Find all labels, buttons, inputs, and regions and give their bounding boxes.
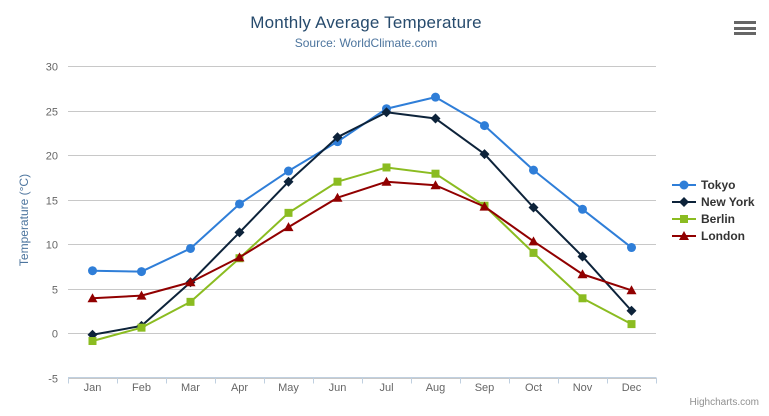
legend-marker-london[interactable] bbox=[679, 231, 689, 240]
legend-marker-new-york[interactable] bbox=[679, 197, 689, 207]
y-tick-label: -5 bbox=[48, 374, 58, 386]
series-london bbox=[87, 176, 637, 303]
series-line-tokyo[interactable] bbox=[91, 96, 633, 273]
y-tick-label: 15 bbox=[46, 196, 58, 208]
legend-item-berlin[interactable]: Berlin bbox=[672, 211, 755, 227]
series-new-york bbox=[87, 107, 637, 340]
x-tick-label: Nov bbox=[573, 382, 593, 394]
data-point-new-york[interactable] bbox=[577, 251, 588, 262]
diamond-legend-marker-icon bbox=[672, 197, 696, 207]
y-grid bbox=[68, 66, 656, 379]
data-point-london[interactable] bbox=[87, 293, 98, 303]
data-point-new-york[interactable] bbox=[381, 107, 392, 118]
x-tick-label: Dec bbox=[622, 382, 642, 394]
legend-marker-tokyo[interactable] bbox=[679, 180, 689, 190]
chart-subtitle: Source: WorldClimate.com bbox=[294, 36, 438, 50]
data-point-london[interactable] bbox=[234, 252, 245, 262]
hamburger-icon bbox=[734, 21, 756, 24]
x-tick-label: Apr bbox=[231, 382, 248, 394]
credits-link[interactable]: Highcharts.com bbox=[689, 397, 759, 408]
legend-label-tokyo: Tokyo bbox=[701, 178, 736, 192]
data-point-tokyo[interactable] bbox=[186, 243, 195, 253]
x-tick-label: Oct bbox=[525, 382, 542, 394]
data-point-berlin[interactable] bbox=[88, 337, 97, 346]
circle-legend-marker-icon bbox=[672, 180, 696, 190]
square-legend-marker-icon bbox=[672, 215, 696, 223]
data-point-tokyo[interactable] bbox=[88, 266, 97, 276]
y-axis-labels: -5 0 5 10 15 20 25 30 bbox=[46, 62, 58, 386]
x-tick-label: Sep bbox=[475, 382, 495, 394]
x-tick-label: May bbox=[278, 382, 299, 394]
x-tick-label: Jan bbox=[84, 382, 102, 394]
data-point-tokyo[interactable] bbox=[235, 199, 244, 209]
data-point-berlin[interactable] bbox=[186, 297, 195, 306]
triangle-legend-marker-icon bbox=[672, 231, 696, 240]
series-tokyo bbox=[88, 92, 636, 277]
data-point-london[interactable] bbox=[332, 192, 343, 202]
data-point-berlin[interactable] bbox=[431, 169, 440, 178]
data-point-tokyo[interactable] bbox=[480, 121, 489, 131]
data-point-berlin[interactable] bbox=[333, 177, 342, 186]
data-point-london[interactable] bbox=[381, 176, 392, 186]
data-point-berlin[interactable] bbox=[529, 248, 538, 257]
series-line-new-york[interactable] bbox=[91, 111, 633, 336]
data-point-london[interactable] bbox=[577, 269, 588, 279]
chart-title: Monthly Average Temperature bbox=[250, 13, 482, 32]
data-point-new-york[interactable] bbox=[332, 132, 343, 143]
data-point-tokyo[interactable] bbox=[578, 204, 587, 214]
data-point-new-york[interactable] bbox=[430, 113, 441, 124]
x-tick-label: Jun bbox=[329, 382, 347, 394]
data-point-tokyo[interactable] bbox=[137, 267, 146, 277]
y-tick-label: 5 bbox=[52, 285, 58, 297]
data-point-berlin[interactable] bbox=[284, 208, 293, 217]
data-point-london[interactable] bbox=[283, 222, 294, 232]
data-point-tokyo[interactable] bbox=[431, 92, 440, 102]
x-tick-label: Aug bbox=[426, 382, 446, 394]
legend-label-london: London bbox=[701, 229, 745, 243]
data-point-new-york[interactable] bbox=[283, 176, 294, 187]
data-point-tokyo[interactable] bbox=[284, 166, 293, 176]
data-point-berlin[interactable] bbox=[382, 163, 391, 172]
legend-label-berlin: Berlin bbox=[701, 212, 736, 226]
x-axis-labels: Jan Feb Mar Apr May Jun Jul Aug Sep Oct Nov Dec bbox=[84, 382, 642, 394]
legend-item-new-york[interactable]: New York bbox=[672, 194, 755, 210]
data-point-london[interactable] bbox=[185, 277, 196, 287]
y-tick-label: 25 bbox=[46, 107, 58, 119]
data-point-berlin[interactable] bbox=[627, 320, 636, 329]
y-tick-label: 0 bbox=[52, 329, 58, 341]
series-line-london[interactable] bbox=[91, 180, 633, 300]
y-tick-label: 10 bbox=[46, 240, 58, 252]
legend-item-london[interactable]: London bbox=[672, 228, 755, 244]
series-line-berlin[interactable] bbox=[91, 166, 633, 343]
data-point-berlin[interactable] bbox=[137, 323, 146, 332]
x-tick-label: Jul bbox=[379, 382, 393, 394]
x-axis bbox=[68, 377, 657, 384]
data-point-new-york[interactable] bbox=[528, 202, 539, 213]
data-point-new-york[interactable] bbox=[479, 149, 490, 160]
data-point-new-york[interactable] bbox=[234, 227, 245, 238]
x-tick-label: Mar bbox=[181, 382, 200, 394]
data-point-tokyo[interactable] bbox=[627, 243, 636, 253]
legend-item-tokyo[interactable]: Tokyo bbox=[672, 177, 755, 193]
legend-label-new-york: New York bbox=[701, 195, 755, 209]
data-point-berlin[interactable] bbox=[578, 294, 587, 303]
data-point-tokyo[interactable] bbox=[529, 165, 538, 175]
context-menu-button[interactable] bbox=[733, 20, 757, 36]
y-tick-label: 20 bbox=[46, 151, 58, 163]
data-point-new-york[interactable] bbox=[626, 305, 637, 316]
x-tick-label: Feb bbox=[132, 382, 151, 394]
y-tick-label: 30 bbox=[46, 62, 58, 74]
legend-marker-berlin[interactable] bbox=[680, 215, 688, 223]
data-point-london[interactable] bbox=[430, 180, 441, 190]
data-point-london[interactable] bbox=[528, 236, 539, 246]
data-point-london[interactable] bbox=[136, 290, 147, 300]
legend: Tokyo New York Berlin London bbox=[672, 177, 755, 245]
data-point-london[interactable] bbox=[479, 201, 490, 211]
data-point-london[interactable] bbox=[626, 285, 637, 295]
